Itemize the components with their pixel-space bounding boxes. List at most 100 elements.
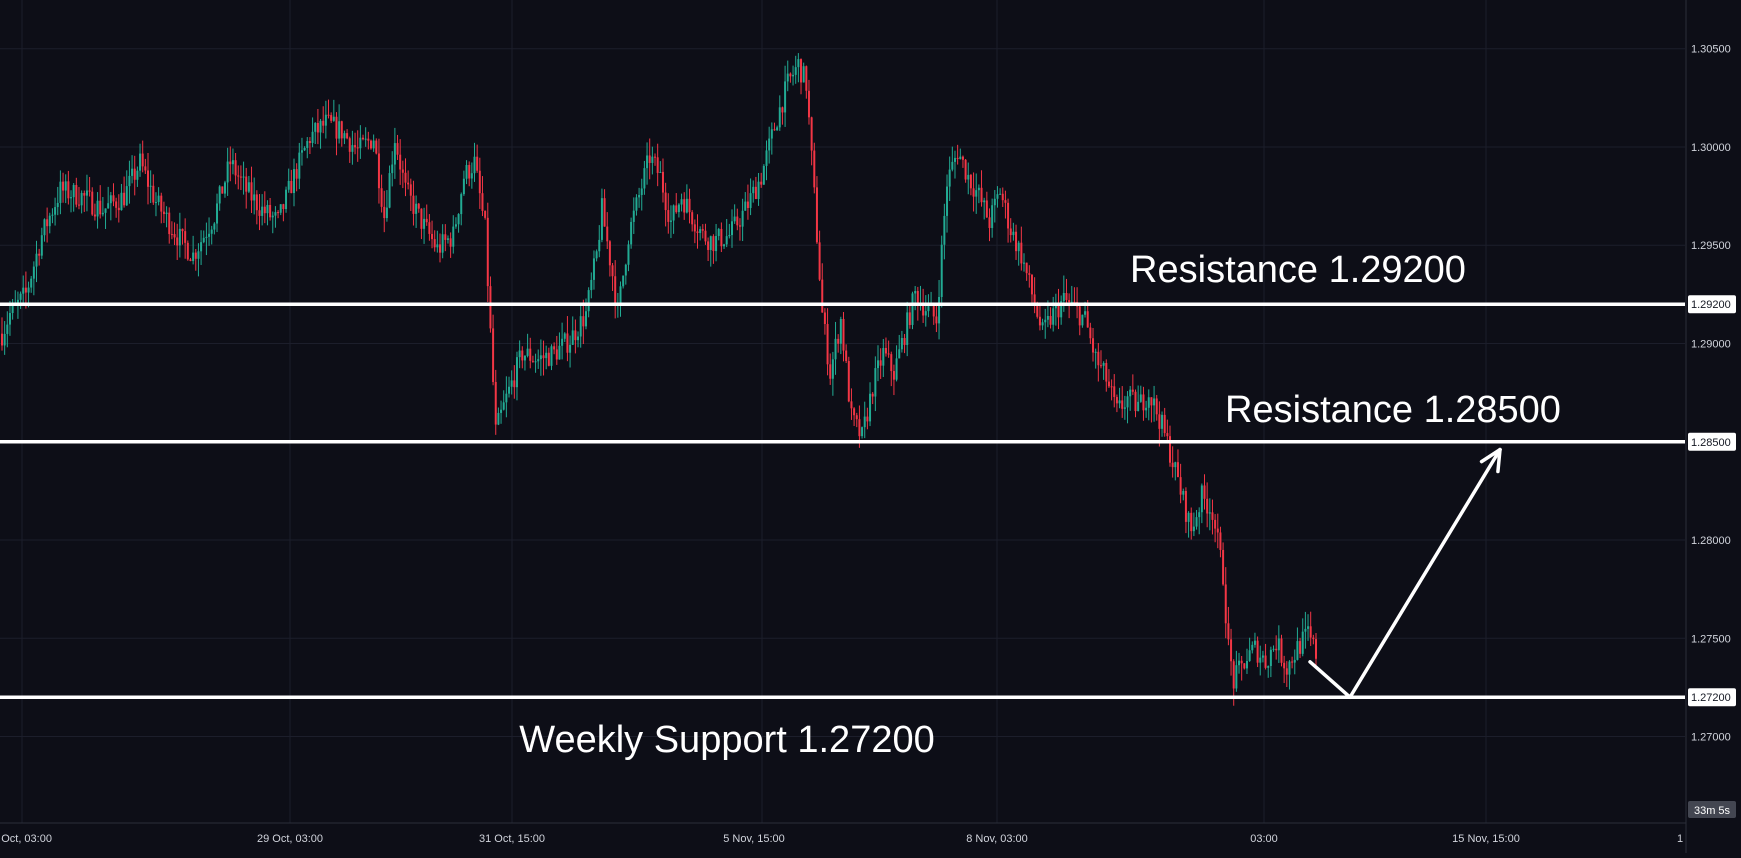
weekly-support-annotation: Weekly Support 1.27200 — [519, 719, 934, 761]
candle-body — [614, 276, 617, 306]
candle-body — [821, 279, 824, 313]
candle-body — [1195, 517, 1198, 527]
candle-body — [40, 235, 43, 256]
candle-body — [1129, 389, 1132, 397]
candle-body — [903, 338, 906, 345]
candle-body — [508, 386, 511, 394]
candle-body — [1235, 665, 1238, 689]
candle-body — [1147, 397, 1150, 408]
candle-body — [983, 200, 986, 203]
price-tick-label: 1.30500 — [1691, 44, 1731, 56]
candle-body — [308, 141, 311, 144]
candle-body — [205, 236, 208, 238]
candle-body — [1078, 306, 1081, 326]
candle-body — [107, 203, 110, 209]
candle-body — [898, 349, 901, 359]
candle-body — [367, 138, 370, 141]
candle-body — [306, 141, 309, 148]
candle-body — [478, 170, 481, 194]
candle-body — [377, 153, 380, 189]
candle-body — [303, 147, 306, 151]
candle-body — [433, 239, 436, 248]
candle-body — [529, 348, 532, 361]
candle-body — [1184, 490, 1187, 522]
candle-body — [3, 333, 6, 346]
candle-body — [659, 171, 662, 173]
candle-body — [104, 208, 107, 213]
candle-body — [1275, 648, 1278, 651]
candle-body — [393, 143, 396, 165]
candle-body — [1206, 498, 1209, 514]
weekly-support-price-tag[interactable] — [1688, 688, 1736, 707]
candle-body — [993, 198, 996, 206]
candle-body — [961, 156, 964, 160]
candle-body — [372, 140, 375, 149]
candle-body — [319, 120, 322, 133]
grid-layer — [0, 0, 1685, 823]
candle-body — [845, 350, 848, 362]
candle-body — [1190, 512, 1193, 532]
candle-body — [1142, 394, 1145, 411]
candle-body — [869, 393, 872, 422]
candle-body — [964, 159, 967, 180]
candle-body — [1216, 528, 1219, 533]
candle-body — [956, 157, 959, 159]
candle-body — [173, 234, 176, 238]
candle-body — [77, 204, 80, 206]
candle-body — [648, 155, 651, 163]
candle-body — [935, 316, 938, 324]
resistance-1-price-tag[interactable] — [1688, 295, 1736, 314]
candle-body — [120, 192, 123, 211]
candle-body — [261, 206, 264, 216]
candle-body — [622, 275, 625, 287]
time-tick-label: 5 Nov, 15:00 — [723, 833, 785, 845]
candle-body — [518, 350, 521, 358]
price-tick-label: 1.29000 — [1691, 338, 1731, 350]
candle-body — [404, 172, 407, 183]
candle-body — [208, 233, 211, 237]
candle-body — [733, 216, 736, 222]
time-tick-label: 15 Nov, 15:00 — [1452, 833, 1520, 845]
candle-body — [295, 169, 298, 179]
candle-body — [837, 338, 840, 344]
candle-body — [391, 164, 394, 174]
candle-body — [980, 187, 983, 203]
candle-body — [515, 357, 518, 388]
candle-body — [823, 312, 826, 325]
candle-body — [741, 210, 744, 227]
candle-body — [1261, 655, 1264, 658]
candle-body — [452, 226, 455, 247]
candle-body — [43, 219, 46, 236]
resistance-2-price-tag[interactable] — [1688, 432, 1736, 451]
candle-body — [290, 180, 293, 194]
price-axis[interactable]: 1.30500 1.30000 1.29500 1.29000 1.28000 1.275… — [1685, 0, 1741, 853]
candle-body — [975, 190, 978, 197]
candle-body — [492, 328, 495, 382]
candle-body — [754, 186, 757, 200]
candle-body — [210, 229, 213, 234]
candle-body — [531, 360, 534, 362]
projection-arrow-line[interactable] — [1308, 447, 1502, 699]
candle-body — [35, 253, 38, 267]
candle-body — [866, 416, 869, 422]
candle-body — [88, 190, 91, 192]
time-axis[interactable]: 4 Oct, 03:00 29 Oct, 03:00 31 Oct, 15:00 5 … — [0, 822, 1686, 845]
candle-body — [850, 401, 853, 409]
candle-body — [786, 73, 789, 82]
candle-body — [654, 156, 657, 158]
candle-body — [526, 348, 529, 356]
candle-body — [1291, 661, 1294, 663]
candle-body — [407, 182, 410, 185]
candle-body — [356, 147, 359, 149]
candle-body — [99, 200, 102, 215]
candle-body — [359, 137, 362, 149]
candle-body — [1283, 662, 1286, 669]
candle-body — [1025, 262, 1028, 274]
price-tick-label: 1.30000 — [1691, 142, 1731, 154]
resistance-2-price-label: 1.28500 — [1691, 437, 1731, 449]
candle-body — [805, 66, 808, 91]
candle-body — [1033, 294, 1036, 306]
candle-body — [725, 236, 728, 245]
candle-body — [112, 195, 115, 202]
